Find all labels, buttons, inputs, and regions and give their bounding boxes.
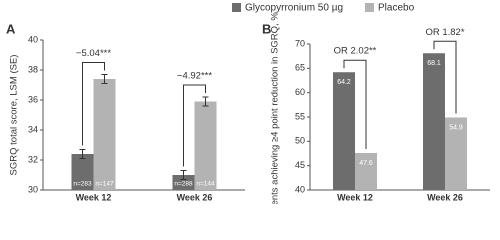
bar: [71, 154, 94, 190]
y-tick-label: 40: [28, 34, 38, 44]
n-label: n=283: [73, 181, 92, 188]
panel-label: A: [6, 21, 16, 36]
value-label: 64.2: [337, 79, 351, 86]
y-tick-label: 34: [28, 124, 38, 134]
bar: [355, 153, 377, 190]
bracket: [343, 59, 367, 150]
y-tick-label: 32: [28, 154, 38, 164]
y-tick-label: 60: [295, 87, 305, 97]
legend-label: Placebo: [378, 3, 415, 14]
annotation: −5.04***: [76, 48, 111, 59]
bar: [194, 101, 217, 190]
x-tick-label: Week 12: [337, 192, 373, 202]
y-tick-label: 36: [28, 94, 38, 104]
y-tick-label: 55: [295, 111, 305, 121]
error-bar: [180, 170, 187, 180]
error-bar: [79, 149, 86, 159]
x-tick-label: Week 26: [177, 192, 213, 202]
legend-swatch: [232, 3, 241, 12]
y-tick-label: 40: [295, 184, 305, 194]
y-tick-label: 30: [28, 184, 38, 194]
annotation: OR 2.02**: [334, 46, 377, 57]
n-label: n=288: [174, 181, 193, 188]
legend-swatch: [365, 3, 374, 12]
annotation: OR 1.82*: [425, 27, 464, 38]
figure: Glycopyrronium 50 µg Placebo A SGRQ total s…: [6, 3, 490, 204]
bar: [93, 79, 116, 190]
bracket: [433, 40, 457, 114]
n-label: n=144: [196, 181, 215, 188]
value-label: 68.1: [427, 60, 441, 67]
bracket: [183, 84, 206, 167]
y-axis-title: SGRQ total score, LSM (SE): [9, 55, 20, 176]
y-axis-title: Patients achieving ≥4 point reduction in…: [270, 12, 281, 204]
legend-label: Glycopyrronium 50 µg: [245, 3, 343, 14]
value-label: 47.6: [359, 160, 373, 167]
bracket: [82, 62, 105, 146]
bar: [445, 117, 467, 190]
annotation: −4.92***: [177, 71, 212, 82]
y-tick-label: 38: [28, 64, 38, 74]
bar: [333, 72, 355, 190]
x-tick-label: Week 12: [76, 192, 112, 202]
y-tick-label: 45: [295, 160, 305, 170]
bar: [172, 175, 195, 190]
panel-label: B: [262, 21, 271, 36]
error-bar: [101, 74, 108, 84]
error-bar: [202, 96, 209, 107]
n-label: n=147: [95, 181, 114, 188]
y-tick-label: 65: [295, 63, 305, 73]
value-label: 54.9: [449, 124, 463, 131]
x-tick-label: Week 26: [427, 192, 463, 202]
y-tick-label: 50: [295, 136, 305, 146]
y-tick-label: 70: [295, 38, 305, 48]
bar: [423, 53, 445, 190]
